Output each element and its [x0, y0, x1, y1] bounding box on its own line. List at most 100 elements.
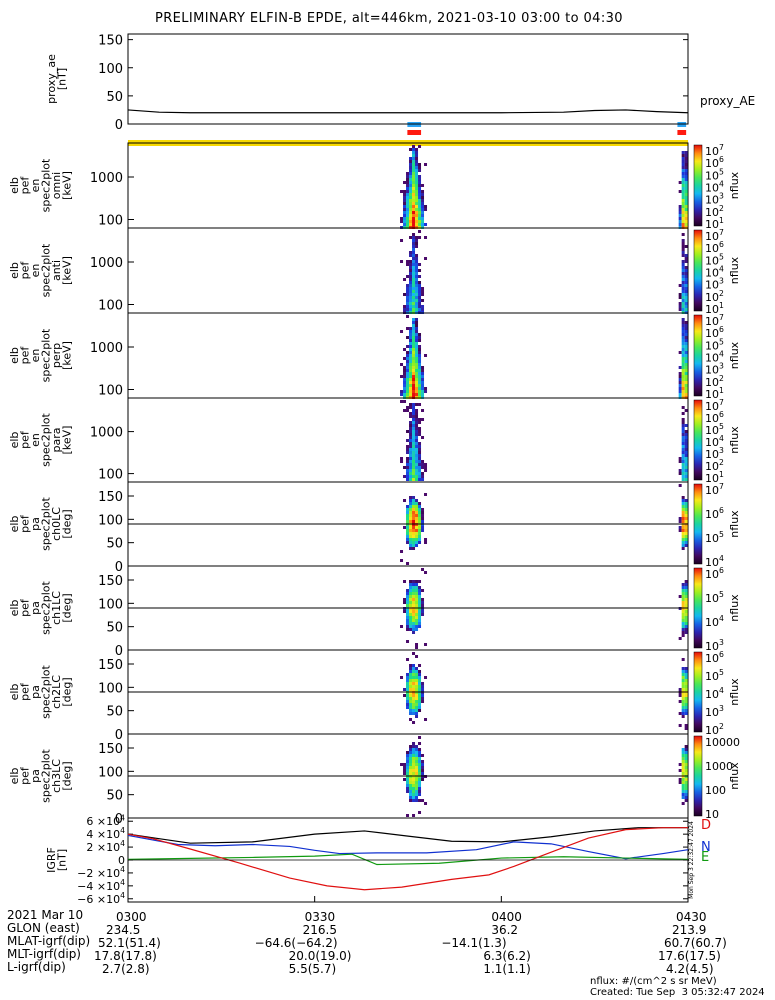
heat-cell-ch3LC — [421, 766, 425, 769]
heat-cell-omni — [678, 208, 682, 211]
heat-cell-anti — [415, 281, 419, 284]
heat-cell-ch3LC — [409, 769, 413, 772]
heat-cell-perp — [406, 360, 410, 363]
heat-cell-anti — [409, 293, 413, 296]
heat-cell-ch0LC — [684, 502, 688, 505]
heat-cell-para — [412, 409, 416, 412]
heat-cell-perp — [681, 390, 685, 393]
heat-cell-para — [418, 454, 422, 457]
heat-cell-para — [681, 460, 685, 463]
heat-cell-ch0LC — [681, 514, 685, 517]
heat-cell-ch0LC — [678, 526, 682, 529]
heat-cell-ch2LC — [415, 685, 419, 688]
heat-cell-perp — [412, 366, 416, 369]
colorbar-tick-label-ch2LC: 105 — [705, 668, 724, 683]
colorbar-label-anti: nflux — [728, 256, 741, 284]
heat-cell-omni — [409, 208, 413, 211]
heat-cell-omni — [424, 163, 428, 166]
heat-cell-ch2LC — [681, 685, 685, 688]
colorbar-label-ch3LC: nflux — [728, 762, 741, 790]
heat-cell-ch3LC — [415, 766, 419, 769]
heat-cell-ch2LC — [418, 670, 422, 673]
heat-cell-para — [681, 418, 685, 421]
heat-cell-perp — [684, 330, 688, 333]
heat-cell-para — [415, 460, 419, 463]
heat-cell-omni — [684, 208, 688, 211]
heat-cell-ch3LC — [415, 784, 419, 787]
heat-cell-perp — [403, 372, 407, 375]
heat-cell-ch2LC — [406, 685, 410, 688]
heat-cell-perp — [409, 333, 413, 336]
panel-frame-proxy_ae — [127, 33, 689, 125]
heat-cell-para — [406, 475, 410, 478]
heat-cell-omni — [409, 193, 413, 196]
heat-cell-ch2LC — [678, 724, 682, 727]
heat-cell-ch2LC — [681, 682, 685, 685]
heat-cell-ch1LC — [681, 625, 685, 628]
heat-cell-para — [684, 430, 688, 433]
heat-cell-omni — [406, 205, 410, 208]
heat-cell-perp — [684, 333, 688, 336]
ytick-label-ch3LC: 0 — [115, 812, 123, 827]
heat-cell-ch1LC — [409, 601, 413, 604]
heat-cell-anti — [406, 284, 410, 287]
heat-cell-perp — [681, 324, 685, 327]
heat-cell-ch0LC — [409, 514, 413, 517]
heat-cell-anti — [418, 263, 422, 266]
heat-cell-ch1LC — [415, 589, 419, 592]
heat-cell-ch3LC — [415, 760, 419, 763]
heat-cell-anti — [418, 290, 422, 293]
heat-cell-anti — [412, 239, 416, 242]
heat-cell-ch1LC — [684, 586, 688, 589]
series-line-E — [127, 853, 689, 866]
heat-cell-para — [418, 457, 422, 460]
heat-cell-ch0LC — [681, 502, 685, 505]
heat-cell-omni — [406, 181, 410, 184]
heat-cell-para — [400, 400, 404, 403]
heat-cell-ch3LC — [406, 772, 410, 775]
heat-cell-anti — [409, 290, 413, 293]
heat-cell-perp — [415, 387, 419, 390]
heat-cell-anti — [681, 299, 685, 302]
heat-cell-anti — [415, 272, 419, 275]
heat-cell-ch0LC — [409, 535, 413, 538]
colorbar-tick-label-anti: 102 — [705, 289, 724, 304]
heat-cell-para — [400, 457, 404, 460]
heat-cell-ch1LC — [415, 604, 419, 607]
heat-cell-perp — [421, 372, 425, 375]
heat-cell-perp — [412, 390, 416, 393]
colorbar-tick-label-perp: 103 — [705, 362, 724, 377]
ytick-label-ch0LC: 0 — [115, 560, 123, 575]
heat-cell-ch2LC — [406, 697, 410, 700]
heat-cell-omni — [406, 220, 410, 223]
heat-cell-para — [406, 409, 410, 412]
heat-cell-anti — [406, 260, 410, 263]
heat-cell-ch0LC — [421, 508, 425, 511]
heat-cell-omni — [418, 202, 422, 205]
heat-cell-para — [418, 430, 422, 433]
heat-cell-perp — [684, 390, 688, 393]
heat-cell-anti — [415, 239, 419, 242]
heat-cell-para — [409, 478, 413, 481]
heat-cell-ch0LC — [421, 514, 425, 517]
heat-cell-anti — [403, 293, 407, 296]
heat-cell-ch1LC — [418, 586, 422, 589]
heat-cell-omni — [421, 208, 425, 211]
heat-cell-ch3LC — [415, 763, 419, 766]
heat-cell-ch2LC — [409, 700, 413, 703]
ylabel-anti: [keV] — [60, 256, 73, 285]
heat-cell-ch1LC — [406, 598, 410, 601]
heat-cell-para — [415, 403, 419, 406]
heat-cell-para — [421, 460, 425, 463]
heat-cell-para — [406, 469, 410, 472]
heat-cell-ch3LC — [681, 790, 685, 793]
heat-cell-para — [418, 403, 422, 406]
heat-cell-ch1LC — [684, 628, 688, 631]
heat-cell-perp — [409, 357, 413, 360]
heat-cell-para — [418, 418, 422, 421]
heat-cell-perp — [418, 345, 422, 348]
heat-cell-ch1LC — [406, 619, 410, 622]
ytick-label-ch0LC: 50 — [106, 537, 123, 552]
colorbar-tick-label-ch3LC: 10 — [705, 808, 719, 821]
heat-cell-perp — [424, 354, 428, 357]
